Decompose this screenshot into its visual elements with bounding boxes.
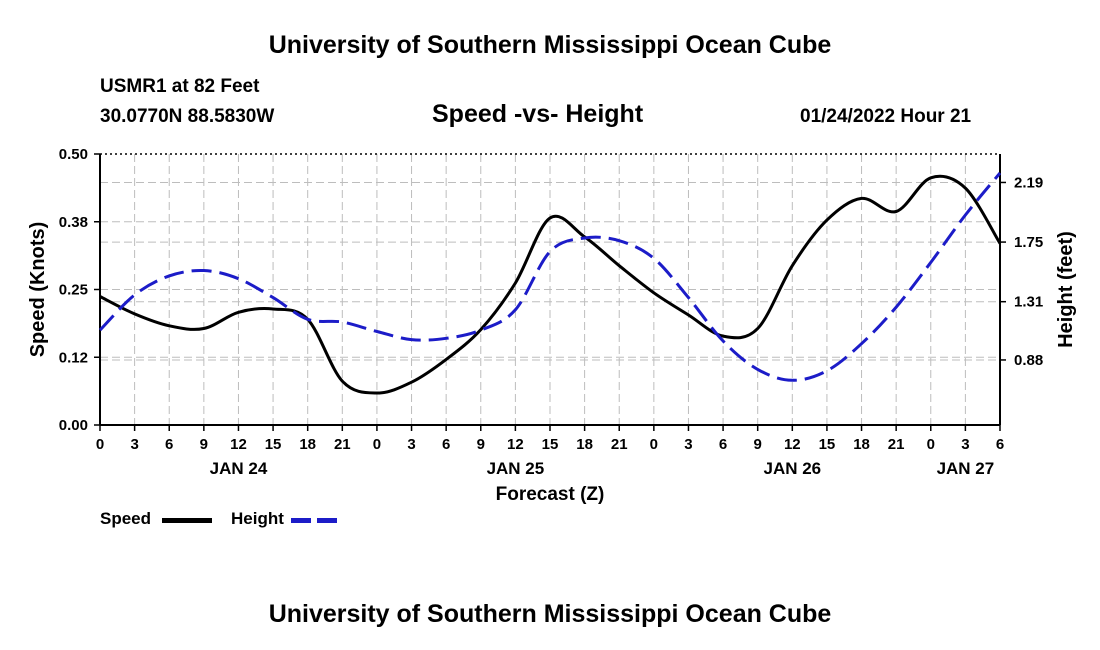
legend-speed-line	[162, 518, 212, 523]
x-axis-title: Forecast (Z)	[496, 484, 605, 505]
x-tick-label: 6	[442, 436, 450, 453]
y-tick-label: 0.50	[59, 146, 88, 163]
y2-axis-title: Height (feet)	[1055, 231, 1077, 348]
x-tick-label: 12	[784, 436, 801, 453]
x-tick-label: 21	[334, 436, 351, 453]
x-tick-label: 9	[200, 436, 208, 453]
y2-tick-label: 1.31	[1014, 294, 1043, 311]
y2-tick-label: 1.75	[1014, 234, 1043, 251]
y2-tick-label: 0.88	[1014, 352, 1043, 369]
x-tick-label: 3	[407, 436, 415, 453]
chart-plot: 0 3 6 9 12 15 18 21 0 3 6 9 12 15 18 21 0 3 6 9 12 15 18 21 0 3 6J…	[27, 146, 1077, 505]
y-tick-label: 0.12	[59, 349, 88, 366]
x-tick-label: 0	[373, 436, 381, 453]
x-tick-label: 6	[719, 436, 727, 453]
date-label: JAN 27	[937, 459, 995, 478]
x-tick-label: 0	[96, 436, 104, 453]
coordinates-label: 30.0770N 88.5830W	[100, 106, 275, 127]
x-tick-label: 12	[507, 436, 524, 453]
x-tick-label: 3	[684, 436, 692, 453]
legend-speed-label: Speed	[100, 509, 152, 528]
timestamp-label: 01/24/2022 Hour 21	[800, 106, 972, 127]
date-label: JAN 24	[210, 459, 268, 478]
x-tick-label: 21	[888, 436, 905, 453]
x-tick-label: 21	[611, 436, 628, 453]
date-label: JAN 25	[487, 459, 545, 478]
date-label: JAN 26	[763, 459, 821, 478]
x-tick-label: 3	[961, 436, 969, 453]
x-tick-label: 12	[230, 436, 247, 453]
x-tick-label: 0	[927, 436, 935, 453]
x-tick-label: 6	[996, 436, 1004, 453]
y-tick-label: 0.00	[59, 417, 88, 434]
x-tick-label: 15	[542, 436, 559, 453]
series-line-speed	[99, 174, 1002, 395]
chart-title: University of Southern Mississippi Ocean…	[268, 31, 832, 59]
y-tick-label: 0.25	[59, 282, 88, 299]
y2-tick-label: 2.19	[1014, 174, 1043, 191]
station-label: USMR1 at 82 Feet	[100, 76, 260, 97]
y-tick-label: 0.38	[59, 214, 88, 231]
legend-height-label: Height	[231, 509, 284, 528]
x-tick-label: 15	[819, 436, 836, 453]
legend-height-line	[291, 518, 341, 523]
footer-title: University of Southern Mississippi Ocean…	[268, 600, 832, 628]
chart-subtitle: Speed -vs- Height	[432, 100, 644, 128]
x-tick-label: 15	[265, 436, 282, 453]
x-tick-label: 6	[165, 436, 173, 453]
x-tick-label: 18	[299, 436, 316, 453]
x-tick-label: 9	[754, 436, 762, 453]
x-tick-label: 18	[576, 436, 593, 453]
y-axis-title: Speed (Knots)	[27, 222, 49, 358]
x-tick-label: 9	[477, 436, 485, 453]
x-tick-label: 18	[853, 436, 870, 453]
x-tick-label: 0	[650, 436, 658, 453]
series-line-height	[98, 172, 1002, 382]
x-tick-label: 3	[130, 436, 138, 453]
